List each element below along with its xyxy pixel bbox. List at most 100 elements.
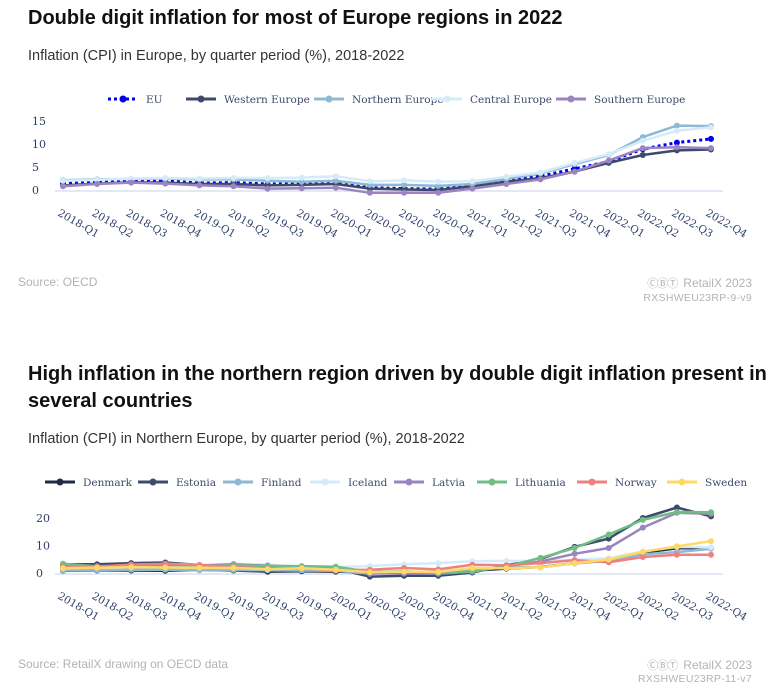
y-tick-label: 10 xyxy=(36,540,50,553)
data-point xyxy=(469,178,476,185)
data-point xyxy=(503,565,510,572)
data-point xyxy=(503,557,510,564)
legend-swatch-marker xyxy=(149,478,157,486)
data-point xyxy=(162,180,169,187)
legend-item-northern-europe: Northern Europe xyxy=(314,94,444,106)
chart-subtitle: Inflation (CPI) in Northern Europe, by q… xyxy=(28,431,465,447)
data-point xyxy=(605,531,612,538)
legend-label: Southern Europe xyxy=(594,94,685,106)
y-tick-label: 0 xyxy=(36,567,43,580)
data-point xyxy=(162,564,169,571)
chart-title-line-2: several countries xyxy=(28,390,193,412)
legend-label: Iceland xyxy=(348,477,388,489)
data-point xyxy=(366,189,373,196)
brand-label: RetailX 2023 xyxy=(683,276,752,290)
data-point xyxy=(639,548,646,555)
data-point xyxy=(298,185,305,192)
source-note: Source: RetailX drawing on OECD data xyxy=(18,657,229,671)
data-point xyxy=(708,509,714,516)
data-point xyxy=(503,173,510,180)
legend-swatch-marker xyxy=(56,478,64,486)
chart-title: High inflation in the northern region dr… xyxy=(28,361,767,415)
series-southern-europe xyxy=(60,144,714,196)
legend-label: EU xyxy=(146,94,163,106)
legend-label: Sweden xyxy=(705,477,747,489)
data-point xyxy=(401,181,408,188)
data-point xyxy=(537,560,544,567)
creative-commons-icon: ⒸⒷⓉ xyxy=(647,660,678,672)
data-point xyxy=(196,175,203,182)
y-tick-label: 0 xyxy=(32,184,39,197)
data-point xyxy=(196,182,203,189)
data-point xyxy=(639,516,646,523)
data-point xyxy=(605,545,612,551)
data-point xyxy=(537,564,544,571)
data-point xyxy=(264,175,271,181)
legend-item-western-europe: Western Europe xyxy=(186,94,310,106)
data-point xyxy=(401,189,408,196)
data-point xyxy=(298,174,305,181)
legend-label: Lithuania xyxy=(515,477,566,489)
legend-item-central-europe: Central Europe xyxy=(432,94,552,106)
legend-swatch-marker xyxy=(119,95,127,103)
line-chart-northern-europe: Denmark Estonia Finland Iceland Latvia Lithua… xyxy=(36,477,749,624)
data-point xyxy=(571,560,578,567)
y-tick-label: 15 xyxy=(32,115,46,128)
data-point xyxy=(264,566,271,573)
data-point xyxy=(639,145,646,152)
legend-label: Northern Europe xyxy=(352,94,444,106)
x-axis: 2018-Q12018-Q22018-Q32018-Q42019-Q12019-… xyxy=(56,207,750,240)
data-point xyxy=(94,181,101,187)
data-point xyxy=(230,175,237,181)
data-point xyxy=(366,178,373,185)
y-tick-label: 20 xyxy=(36,512,50,525)
legend-label: Latvia xyxy=(432,477,465,489)
chart-subtitle: Inflation (CPI) in Europe, by quarter pe… xyxy=(28,48,405,64)
data-point xyxy=(264,185,271,192)
data-point xyxy=(435,560,442,567)
data-point xyxy=(60,565,66,572)
data-point xyxy=(639,524,646,531)
legend-label: Estonia xyxy=(176,477,216,489)
legend-label: Denmark xyxy=(83,477,133,489)
data-point xyxy=(605,157,612,164)
data-point xyxy=(332,566,339,573)
data-point xyxy=(401,568,408,575)
series-sweden xyxy=(60,538,714,576)
line-chart-europe-regions: EU Western Europe Northern Europe Central E… xyxy=(32,94,750,241)
legend-swatch-marker xyxy=(197,95,205,103)
data-point xyxy=(94,176,101,183)
data-point xyxy=(332,184,339,191)
y-tick-label: 10 xyxy=(32,138,46,151)
chart-legend: EU Western Europe Northern Europe Central E… xyxy=(108,94,685,106)
data-point xyxy=(128,175,135,182)
data-point xyxy=(298,178,305,185)
data-point xyxy=(673,139,680,146)
series-line xyxy=(62,145,712,195)
data-point xyxy=(128,179,135,186)
series-line xyxy=(62,539,712,574)
y-axis: 0 5 10 15 xyxy=(32,115,46,197)
data-point xyxy=(673,551,680,558)
data-point xyxy=(708,145,714,152)
legend-item-lithuania: Lithuania xyxy=(477,477,566,489)
data-point xyxy=(605,556,612,563)
legend-swatch-marker xyxy=(234,478,242,486)
source-note: Source: OECD xyxy=(18,275,98,289)
legend-item-iceland: Iceland xyxy=(310,477,388,489)
y-axis: 0 10 20 xyxy=(36,512,50,580)
creative-commons-icon: ⒸⒷⓉ xyxy=(647,278,678,290)
data-point xyxy=(503,181,510,187)
data-point xyxy=(708,124,714,131)
legend-item-eu: EU xyxy=(108,94,163,106)
brand-credit: ⒸⒷⓉ RetailX 2023 xyxy=(647,275,752,291)
data-point xyxy=(673,127,680,134)
chart-code: RXSHWEU23RP-11-v7 xyxy=(637,673,752,685)
data-point xyxy=(639,554,646,560)
legend-swatch-marker xyxy=(325,95,333,103)
legend-label: Central Europe xyxy=(470,94,552,106)
data-point xyxy=(332,177,339,184)
legend-item-finland: Finland xyxy=(223,477,302,489)
legend-item-denmark: Denmark xyxy=(45,477,133,489)
data-point xyxy=(537,169,544,176)
